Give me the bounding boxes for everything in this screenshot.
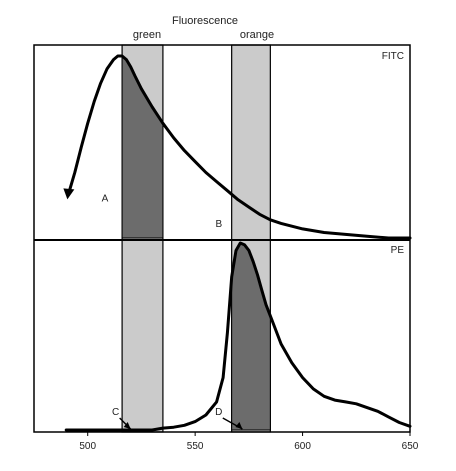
annotation-layer: FITC PE A B C D 500 550 600 650	[79, 51, 418, 452]
plot-area	[33, 44, 412, 436]
point-label-C: C	[112, 407, 119, 418]
curve-start-arrow	[63, 188, 75, 200]
point-label-B: B	[215, 219, 222, 230]
band-green-panel-bottom	[121, 239, 164, 433]
curve-FITC	[66, 54, 412, 240]
curve-PE	[64, 241, 412, 432]
point-label-A: A	[102, 194, 109, 205]
band-orange-panel-top	[231, 44, 271, 241]
x-tick-label: 500	[79, 441, 96, 452]
band-label-orange: orange	[240, 29, 274, 41]
series-label-PE: PE	[391, 245, 405, 256]
band-label-green: green	[133, 29, 161, 41]
pointer-head-D	[235, 422, 243, 429]
x-tick-label: 650	[402, 441, 419, 452]
fluorescence-title: Fluorescence	[172, 15, 238, 27]
x-tick-label: 600	[294, 441, 311, 452]
pointer-head-C	[123, 422, 131, 429]
x-tick-label: 550	[187, 441, 204, 452]
point-label-D: D	[215, 407, 222, 418]
series-label-FITC: FITC	[382, 51, 404, 62]
